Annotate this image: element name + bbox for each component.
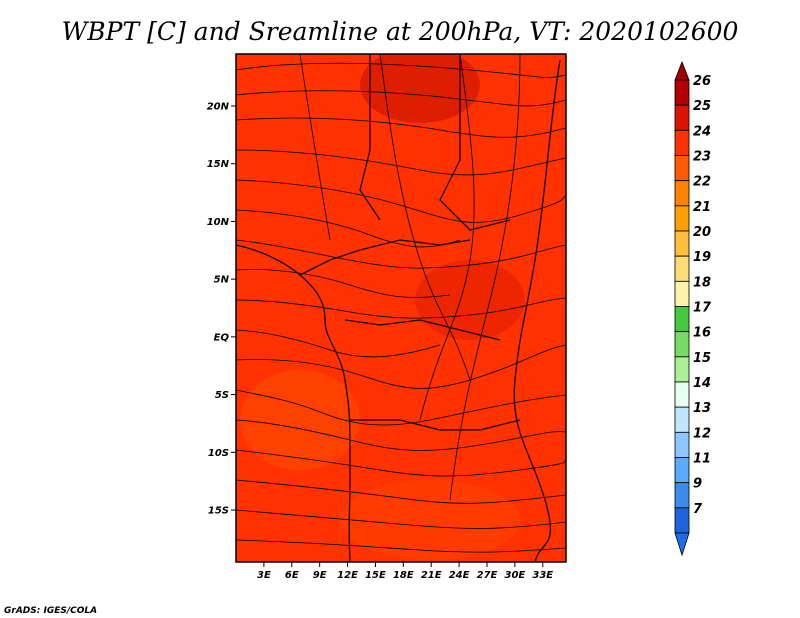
colorbar-label: 11	[693, 452, 711, 467]
colorbar-swatch	[674, 507, 690, 534]
colorbar-swatch	[674, 180, 690, 207]
cool-patch-southwest	[240, 370, 360, 470]
lat-tick-label: 5S	[215, 390, 229, 401]
grads-credit: GrADS: IGES/COLA	[4, 606, 97, 616]
lon-tick-label: 12E	[337, 570, 358, 581]
colorbar-label: 15	[693, 351, 711, 366]
lat-tick-label: 10N	[207, 217, 230, 228]
colorbar-swatch	[674, 205, 690, 232]
lon-tick-label: 15E	[365, 570, 386, 581]
colorbar-label: 24	[693, 124, 711, 139]
warm-patch-north	[360, 54, 480, 123]
colorbar-swatch	[674, 306, 690, 333]
colorbar-swatch	[674, 406, 690, 433]
colorbar-swatch	[674, 230, 690, 257]
lat-tick-label: 10S	[208, 448, 229, 459]
colorbar-swatch	[674, 356, 690, 383]
lon-tick-label: 18E	[393, 570, 414, 581]
colorbar-swatch	[674, 331, 690, 358]
coastlines	[236, 54, 561, 562]
lat-tick-label: 5N	[214, 275, 230, 286]
colorbar-label: 22	[693, 175, 711, 190]
map-title: WBPT [C] and Sreamline at 200hPa, VT: 20…	[62, 17, 739, 46]
map-panel: 20N 15N 10N 5N EQ 5S 10S 15S 3E 6E 9E 12E 15E 18E 21E…	[207, 53, 567, 581]
longitude-axis: 3E 6E 9E 12E 15E 18E 21E 24E 27E 30E 33E	[257, 562, 553, 581]
colorbar-label: 14	[693, 376, 711, 391]
colorbar: 26 25 24 23 22 21 20 19 18 17 16 15 14 13 12 11 9 7	[674, 60, 712, 557]
colorbar-label: 9	[693, 477, 702, 492]
colorbar-swatch	[674, 431, 690, 458]
colorbar-bottom-arrow	[674, 532, 690, 557]
colorbar-label: 25	[693, 99, 711, 114]
colorbar-label: 19	[693, 250, 711, 265]
colorbar-swatch	[674, 255, 690, 282]
colorbar-label: 13	[693, 401, 711, 416]
cool-patch-south	[340, 480, 520, 560]
lon-tick-label: 6E	[285, 570, 299, 581]
colorbar-swatch	[674, 155, 690, 182]
colorbar-label: 12	[693, 426, 711, 441]
lon-tick-label: 9E	[313, 570, 327, 581]
colorbar-label: 17	[693, 301, 712, 316]
colorbar-label: 7	[693, 502, 703, 517]
streamlines	[236, 54, 566, 553]
colorbar-swatch	[674, 104, 690, 131]
lon-tick-label: 33E	[532, 570, 553, 581]
lat-tick-label: 15N	[207, 159, 230, 170]
lat-tick-label: EQ	[214, 332, 230, 343]
lon-tick-label: 24E	[449, 570, 470, 581]
lon-tick-label: 3E	[257, 570, 271, 581]
colorbar-swatch	[674, 79, 690, 106]
latitude-axis: 20N 15N 10N 5N EQ 5S 10S 15S	[207, 101, 236, 517]
colorbar-swatch	[674, 280, 690, 307]
colorbar-top-arrow	[674, 60, 690, 81]
lon-tick-label: 21E	[421, 570, 442, 581]
colorbar-label: 18	[693, 275, 711, 290]
lat-tick-label: 20N	[207, 101, 230, 112]
wbpt-field	[236, 54, 566, 562]
colorbar-swatch	[674, 457, 690, 484]
colorbar-label: 21	[693, 200, 711, 215]
colorbar-label: 23	[693, 150, 711, 165]
lon-tick-label: 30E	[504, 570, 525, 581]
colorbar-label: 20	[693, 225, 711, 240]
colorbar-label: 26	[693, 74, 711, 89]
lon-tick-label: 27E	[477, 570, 498, 581]
colorbar-swatch	[674, 129, 690, 156]
colorbar-swatch	[674, 381, 690, 408]
lat-tick-label: 15S	[208, 506, 229, 517]
warm-patch-center	[415, 260, 525, 340]
colorbar-swatch	[674, 482, 690, 509]
colorbar-label: 16	[693, 326, 711, 341]
map-frame	[235, 53, 567, 563]
